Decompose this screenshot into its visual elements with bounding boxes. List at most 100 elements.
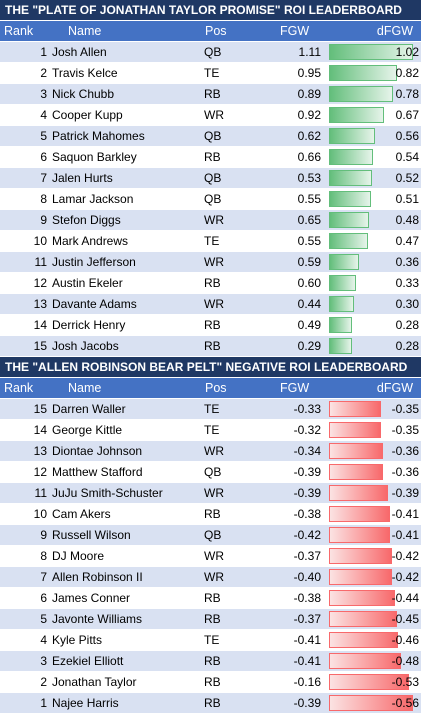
name-cell: Austin Ekeler <box>52 276 123 290</box>
table-row: 9 Stefon Diggs WR 0.65 0.48 <box>0 210 421 231</box>
rank-cell: 9 <box>40 213 47 227</box>
rank-cell: 15 <box>33 402 47 416</box>
pos-cell: WR <box>204 486 224 500</box>
dfgw-cell: 0.47 <box>325 231 421 251</box>
header-pos: Pos <box>205 24 227 38</box>
table-row: 7 Jalen Hurts QB 0.53 0.52 <box>0 168 421 189</box>
table-row: 11 Justin Jefferson WR 0.59 0.36 <box>0 252 421 273</box>
name-cell: James Conner <box>52 591 131 605</box>
positive-data-bar <box>329 86 393 102</box>
pos-cell: WR <box>204 444 224 458</box>
dfgw-cell: -0.41 <box>325 525 421 545</box>
table-row: 8 Lamar Jackson QB 0.55 0.51 <box>0 189 421 210</box>
dfgw-cell: 0.30 <box>325 294 421 314</box>
dfgw-cell: 0.51 <box>325 189 421 209</box>
dfgw-value: 0.28 <box>395 339 419 353</box>
dfgw-cell: 0.82 <box>325 63 421 83</box>
bottom-leaderboard-title: THE "ALLEN ROBINSON BEAR PELT" NEGATIVE … <box>0 357 421 378</box>
rank-cell: 8 <box>40 192 47 206</box>
fgw-cell: 0.62 <box>297 129 321 143</box>
dfgw-cell: 0.33 <box>325 273 421 293</box>
rank-cell: 1 <box>40 45 47 59</box>
pos-cell: TE <box>204 402 220 416</box>
pos-cell: WR <box>204 255 224 269</box>
fgw-cell: 0.44 <box>297 297 321 311</box>
rank-cell: 13 <box>33 444 47 458</box>
table-row: 15 Darren Waller TE -0.33 -0.35 <box>0 399 421 420</box>
top-table-header: Rank Name Pos FGW dFGW <box>0 21 421 42</box>
name-cell: Diontae Johnson <box>52 444 143 458</box>
dfgw-value: 0.51 <box>395 192 419 206</box>
dfgw-value: -0.39 <box>391 486 419 500</box>
dfgw-cell: 0.54 <box>325 147 421 167</box>
pos-cell: RB <box>204 150 221 164</box>
fgw-cell: 1.11 <box>298 45 321 59</box>
dfgw-cell: -0.41 <box>325 504 421 524</box>
positive-data-bar <box>329 254 359 270</box>
dfgw-value: 0.78 <box>395 87 419 101</box>
fgw-cell: 0.55 <box>297 192 321 206</box>
dfgw-value: 0.36 <box>395 255 419 269</box>
fgw-cell: -0.39 <box>293 696 321 710</box>
pos-cell: RB <box>204 591 221 605</box>
dfgw-value: 1.02 <box>395 45 419 59</box>
name-cell: Najee Harris <box>52 696 119 710</box>
dfgw-cell: -0.46 <box>325 630 421 650</box>
rank-cell: 1 <box>40 696 47 710</box>
fgw-cell: -0.37 <box>293 549 321 563</box>
table-row: 5 Javonte Williams RB -0.37 -0.45 <box>0 609 421 630</box>
rank-cell: 3 <box>40 654 47 668</box>
table-row: 13 Diontae Johnson WR -0.34 -0.36 <box>0 441 421 462</box>
pos-cell: QB <box>204 465 222 479</box>
name-cell: Nick Chubb <box>52 87 115 101</box>
dfgw-value: -0.41 <box>391 528 419 542</box>
dfgw-value: 0.47 <box>395 234 419 248</box>
rank-cell: 8 <box>40 549 47 563</box>
dfgw-value: -0.35 <box>391 423 419 437</box>
dfgw-value: -0.56 <box>391 696 419 710</box>
negative-data-bar <box>329 401 381 417</box>
name-cell: Jonathan Taylor <box>52 675 137 689</box>
rank-cell: 4 <box>40 108 47 122</box>
pos-cell: RB <box>204 654 221 668</box>
fgw-cell: 0.66 <box>297 150 321 164</box>
rank-cell: 6 <box>40 591 47 605</box>
dfgw-value: 0.54 <box>395 150 419 164</box>
dfgw-value: 0.30 <box>395 297 419 311</box>
table-row: 10 Cam Akers RB -0.38 -0.41 <box>0 504 421 525</box>
bottom-table-header: Rank Name Pos FGW dFGW <box>0 378 421 399</box>
pos-cell: QB <box>204 129 222 143</box>
dfgw-value: 0.67 <box>395 108 419 122</box>
header-pos: Pos <box>205 381 227 395</box>
name-cell: Derrick Henry <box>52 318 126 332</box>
rank-cell: 4 <box>40 633 47 647</box>
positive-data-bar <box>329 275 356 291</box>
table-row: 3 Ezekiel Elliott RB -0.41 -0.48 <box>0 651 421 672</box>
dfgw-value: -0.45 <box>391 612 419 626</box>
negative-data-bar <box>329 569 392 585</box>
dfgw-cell: -0.35 <box>325 420 421 440</box>
name-cell: Justin Jefferson <box>52 255 136 269</box>
name-cell: Patrick Mahomes <box>52 129 145 143</box>
rank-cell: 12 <box>33 276 47 290</box>
rank-cell: 7 <box>40 570 47 584</box>
name-cell: Mark Andrews <box>52 234 129 248</box>
fgw-cell: 0.49 <box>297 318 321 332</box>
fgw-cell: -0.38 <box>293 507 321 521</box>
rank-cell: 2 <box>40 675 47 689</box>
pos-cell: QB <box>204 528 222 542</box>
dfgw-cell: -0.39 <box>325 483 421 503</box>
pos-cell: WR <box>204 570 224 584</box>
header-name: Name <box>68 381 102 395</box>
negative-data-bar <box>329 632 398 648</box>
table-row: 8 DJ Moore WR -0.37 -0.42 <box>0 546 421 567</box>
dfgw-cell: -0.42 <box>325 546 421 566</box>
positive-data-bar <box>329 191 371 207</box>
fgw-cell: -0.39 <box>293 486 321 500</box>
rank-cell: 10 <box>33 234 47 248</box>
dfgw-value: -0.35 <box>391 402 419 416</box>
pos-cell: TE <box>204 423 220 437</box>
table-row: 2 Jonathan Taylor RB -0.16 -0.53 <box>0 672 421 693</box>
rank-cell: 7 <box>40 171 47 185</box>
